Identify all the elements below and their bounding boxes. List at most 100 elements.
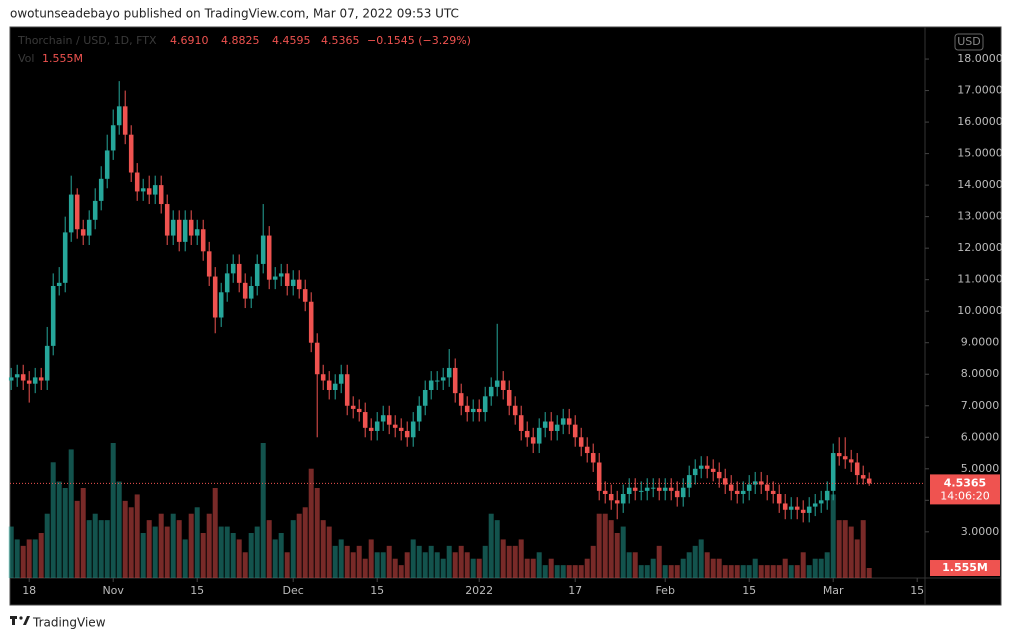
candle-body (806, 506, 812, 513)
candle-body (92, 200, 98, 220)
candle-body (428, 380, 434, 390)
volume-bar (806, 565, 812, 578)
volume-bar (20, 545, 26, 578)
y-tick-label: 3.0000 (961, 525, 1000, 538)
candle-body (140, 188, 146, 192)
volume-bar (116, 481, 122, 578)
candle-body (500, 380, 506, 390)
volume-bar (362, 558, 368, 578)
volume-bar (542, 565, 548, 578)
candle-body (458, 393, 464, 406)
volume-bar (650, 558, 656, 578)
volume-bar (62, 488, 68, 578)
candle-body (284, 273, 290, 286)
price-label-box (930, 474, 1000, 505)
volume-bar (668, 565, 674, 578)
volume-bar (368, 539, 374, 578)
volume-bar (740, 565, 746, 578)
candle-body (176, 219, 182, 242)
volume-bar (794, 565, 800, 578)
volume-bar (68, 449, 74, 578)
candle-body (626, 487, 632, 495)
volume-bar (500, 539, 506, 578)
volume-bar (308, 468, 314, 578)
volume-bar (452, 552, 458, 578)
candle-body (542, 421, 548, 428)
candle-body (32, 377, 38, 384)
volume-bar (314, 488, 320, 578)
y-tick-label: 10.0000 (957, 304, 1003, 317)
currency[interactable]: USD (957, 35, 981, 48)
volume-bar (158, 513, 164, 578)
candle-body (440, 377, 446, 381)
volume-bar (200, 533, 206, 578)
candle-body (608, 494, 614, 501)
volume-bar (248, 533, 254, 578)
volume-bar (26, 539, 32, 578)
volume-bar (626, 552, 632, 578)
candle-body (836, 453, 842, 457)
candle-body (50, 285, 56, 346)
volume-bar (8, 526, 14, 578)
volume-bar (698, 539, 704, 578)
plot (8, 81, 872, 578)
volume-bar (536, 552, 542, 578)
candle-body (860, 475, 866, 479)
volume-bar (752, 558, 758, 578)
candle-body (86, 219, 92, 236)
y-tick-label: 16.0000 (957, 115, 1003, 128)
candle-body (26, 380, 32, 384)
y-tick-label: 7.0000 (961, 399, 1000, 412)
candle-body (698, 465, 704, 469)
candle-body (344, 374, 350, 406)
currency-box[interactable] (954, 33, 984, 51)
candle-body (818, 500, 824, 504)
candle-body (230, 263, 236, 274)
candle-body (308, 301, 314, 343)
volume-bar (140, 533, 146, 578)
candle-body (680, 487, 686, 498)
candle-body (302, 289, 308, 302)
candle-body (656, 487, 662, 491)
candle-body (584, 446, 590, 454)
volume-bar (512, 545, 518, 578)
volume-bar (386, 545, 392, 578)
candle-body (572, 424, 578, 438)
legend-close: 4.5365 (321, 34, 360, 47)
y-tick-label: 17.0000 (957, 84, 1003, 97)
candle-body (188, 219, 194, 236)
volume-bar (854, 539, 860, 578)
candle-body (446, 367, 452, 378)
candle-body (194, 229, 200, 236)
candle-body (248, 285, 254, 299)
volume-bar (656, 545, 662, 578)
candle-body (242, 282, 248, 299)
volume-bar (608, 520, 614, 578)
candle-body (56, 282, 62, 286)
candle-body (704, 465, 710, 469)
volume-bar (74, 500, 80, 578)
volume-bar (254, 526, 260, 578)
volume-bar (164, 526, 170, 578)
volume-bar (824, 552, 830, 578)
volume-bar (560, 565, 566, 578)
volume-bar (836, 520, 842, 578)
candle-body (272, 276, 278, 280)
y-tick-label: 14.0000 (957, 178, 1003, 191)
candle-body (410, 421, 416, 438)
volume-bar (98, 520, 104, 578)
candle-body (776, 494, 782, 504)
legend-high: 4.8825 (221, 34, 260, 47)
volume-bar (434, 552, 440, 578)
volume-bar (50, 462, 56, 578)
volume-bar (458, 545, 464, 578)
candle-body (236, 263, 242, 283)
candle-body (752, 481, 758, 485)
volume-bar (680, 558, 686, 578)
legend-change: −0.1545 (−3.29%) (367, 34, 471, 47)
candle-body (20, 374, 26, 381)
volume-bar (332, 545, 338, 578)
candle-body (686, 475, 692, 488)
volume-bar (338, 539, 344, 578)
volume-bar (344, 545, 350, 578)
